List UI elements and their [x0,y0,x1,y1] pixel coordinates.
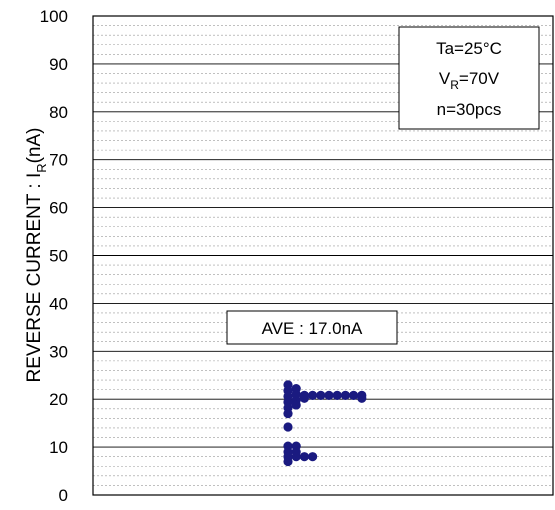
condition-voltage: VR=70V [439,69,500,92]
y-tick-labels: 0 10 20 30 40 50 60 70 80 90 100 [40,7,68,505]
y-tick-label: 80 [49,103,68,122]
data-point [283,422,293,432]
plot-frame [92,15,554,496]
y-axis-title-unit: (nA) [24,127,45,163]
data-point [324,390,334,400]
y-tick-label: 90 [49,55,68,74]
y-tick-label: 40 [49,294,68,313]
condition-voltage-subscript: R [450,78,459,92]
average-box: AVE : 17.0nA [226,310,398,345]
data-point [299,393,309,403]
y-tick-label: 30 [49,342,68,361]
data-point [308,390,318,400]
data-point [291,400,301,410]
minor-grid [93,25,553,486]
data-point [308,452,318,462]
average-label: AVE : 17.0nA [262,319,363,338]
condition-voltage-value: =70V [459,69,500,88]
condition-voltage-main: V [439,69,451,88]
condition-temperature: Ta=25°C [436,39,502,58]
data-points [283,380,367,467]
y-axis-title: REVERSE CURRENT : IR(nA) [24,127,49,382]
y-tick-label: 50 [49,247,68,266]
conditions-box: Ta=25°C VR=70V n=30pcs [398,26,540,130]
y-tick-label: 10 [49,438,68,457]
conditions-box-frame [398,26,540,130]
data-point [291,452,301,462]
average-box-frame [226,310,398,345]
data-point [283,456,293,467]
y-axis-title-main: REVERSE CURRENT : I [24,173,45,383]
y-tick-label: 60 [49,199,68,218]
major-grid [93,63,553,448]
y-tick-label: 20 [49,390,68,409]
data-point [332,390,342,400]
y-tick-label: 70 [49,151,68,170]
data-point [316,390,326,400]
data-point [340,390,350,400]
y-axis-title-subscript: R [34,163,49,172]
data-point [349,390,359,400]
data-point [299,452,309,462]
data-point [283,408,293,419]
data-point [357,393,367,403]
y-tick-label: 100 [40,7,68,26]
y-tick-label: 0 [59,486,68,505]
condition-sample-count: n=30pcs [437,100,502,119]
